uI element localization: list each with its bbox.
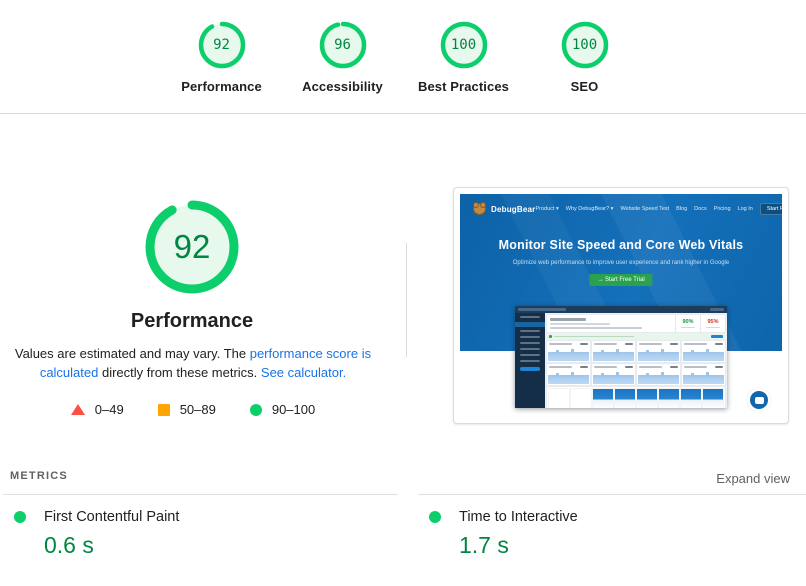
- category-score-value: 100: [450, 37, 477, 53]
- category-label: Best Practices: [417, 79, 509, 94]
- hero-trial-button: → Start Free Trial: [589, 274, 653, 286]
- category-gauge-performance[interactable]: 92 Performance: [161, 0, 282, 113]
- debugbear-logo-icon: [473, 202, 486, 215]
- dashboard-sidebar: [515, 313, 545, 408]
- dashboard-topbar: [515, 306, 727, 313]
- legend-item-average: 50–89: [157, 402, 216, 417]
- gauge-ring: [198, 21, 245, 69]
- category-score-value: 92: [213, 37, 230, 53]
- dashboard-breadcrumb: [518, 308, 566, 311]
- score-chip-bad: 95%: [700, 315, 725, 332]
- see-calculator-link[interactable]: See calculator.: [260, 365, 347, 380]
- metric-name: Time to Interactive: [459, 509, 578, 525]
- report-header-card: 90% 95%: [547, 315, 725, 332]
- hero-title: Monitor Site Speed and Core Web Vitals: [498, 238, 744, 252]
- performance-title: Performance: [130, 310, 254, 332]
- nav-item: Website Speed Test: [620, 206, 670, 212]
- filmstrip-row: [547, 387, 725, 408]
- legend-range: 50–89: [179, 402, 216, 417]
- metrics-section-heading: METRICS: [10, 470, 68, 482]
- nav-item: Product ▾: [535, 206, 559, 212]
- site-navbar: DebugBear Product ▾ Why DebugBear? ▾ Web…: [473, 202, 782, 215]
- chat-widget-icon: [747, 388, 771, 412]
- nav-item: Why DebugBear? ▾: [565, 206, 614, 212]
- metrics-divider-left: [3, 494, 398, 495]
- category-score-value: 100: [571, 37, 598, 53]
- description-text: directly from these metrics.: [98, 365, 261, 380]
- nav-item: Docs: [694, 206, 707, 212]
- nav-links: Product ▾ Why DebugBear? ▾ Website Speed…: [535, 203, 782, 215]
- metric-time-to-interactive: Time to Interactive 1.7 s: [418, 509, 798, 559]
- sidebar-active-item: [515, 322, 545, 327]
- legend-item-pass: 90–100: [249, 402, 316, 417]
- category-score-header: 92 Performance 96 Accessibility 100: [0, 0, 806, 114]
- average-square-icon: [157, 403, 170, 416]
- gauge-ring: [145, 200, 239, 294]
- score-description: Values are estimated and may vary. The p…: [14, 344, 372, 382]
- pass-dot-icon: [14, 511, 26, 523]
- nav-item: Pricing: [713, 206, 731, 212]
- fail-triangle-icon: [70, 404, 85, 415]
- category-label: SEO: [570, 79, 599, 94]
- screenshot-content: DebugBear Product ▾ Why DebugBear? ▾ Web…: [460, 194, 782, 417]
- category-gauge-seo[interactable]: 100 SEO: [524, 0, 645, 113]
- metrics-divider-right: [418, 494, 806, 495]
- metric-card-grid: [547, 341, 725, 385]
- score-chip-good: 90%: [675, 315, 700, 332]
- gauge-ring: [440, 21, 487, 69]
- pass-circle-icon: [249, 403, 262, 416]
- gauge-ring: [319, 21, 366, 69]
- hero-subtitle: Optimize web performance to improve user…: [512, 260, 730, 266]
- page-screenshot-thumbnail[interactable]: DebugBear Product ▾ Why DebugBear? ▾ Web…: [453, 187, 789, 424]
- nav-item: Blog: [676, 206, 688, 212]
- column-divider: [406, 243, 407, 357]
- description-text: Values are estimated and may vary. The: [14, 346, 250, 361]
- nav-item: Log In: [737, 206, 753, 212]
- expand-view-button[interactable]: Expand view: [716, 471, 790, 486]
- brand-name: DebugBear: [491, 204, 536, 214]
- category-gauge-accessibility[interactable]: 96 Accessibility: [282, 0, 403, 113]
- legend-range: 0–49: [94, 402, 124, 417]
- dashboard-toolbar-icons: [710, 308, 724, 311]
- metric-value: 1.7 s: [459, 532, 509, 558]
- category-gauge-best-practices[interactable]: 100 Best Practices: [403, 0, 524, 113]
- dashboard-preview: 90% 95%: [515, 306, 727, 408]
- performance-gauge: 92: [145, 200, 239, 294]
- sidebar-button: [520, 367, 540, 371]
- category-label: Performance: [181, 79, 262, 94]
- category-score-value: 96: [334, 37, 351, 53]
- legend-range: 90–100: [271, 402, 316, 417]
- nav-trial-button: Start Free Trial: [759, 203, 782, 215]
- legend-item-fail: 0–49: [70, 402, 124, 417]
- performance-score-value: 92: [173, 228, 211, 265]
- category-label: Accessibility: [302, 79, 383, 94]
- gauge-ring: [561, 21, 608, 69]
- notice-bar: [547, 334, 725, 339]
- metric-first-contentful-paint: First Contentful Paint 0.6 s: [3, 509, 383, 559]
- performance-score-link[interactable]: performance score is calculated: [39, 346, 372, 380]
- dashboard-content: 90% 95%: [545, 313, 727, 408]
- score-legend: 0–49 50–89 90–100: [14, 402, 372, 417]
- metric-name: First Contentful Paint: [44, 509, 180, 525]
- metric-value: 0.6 s: [44, 532, 94, 558]
- pass-dot-icon: [429, 511, 441, 523]
